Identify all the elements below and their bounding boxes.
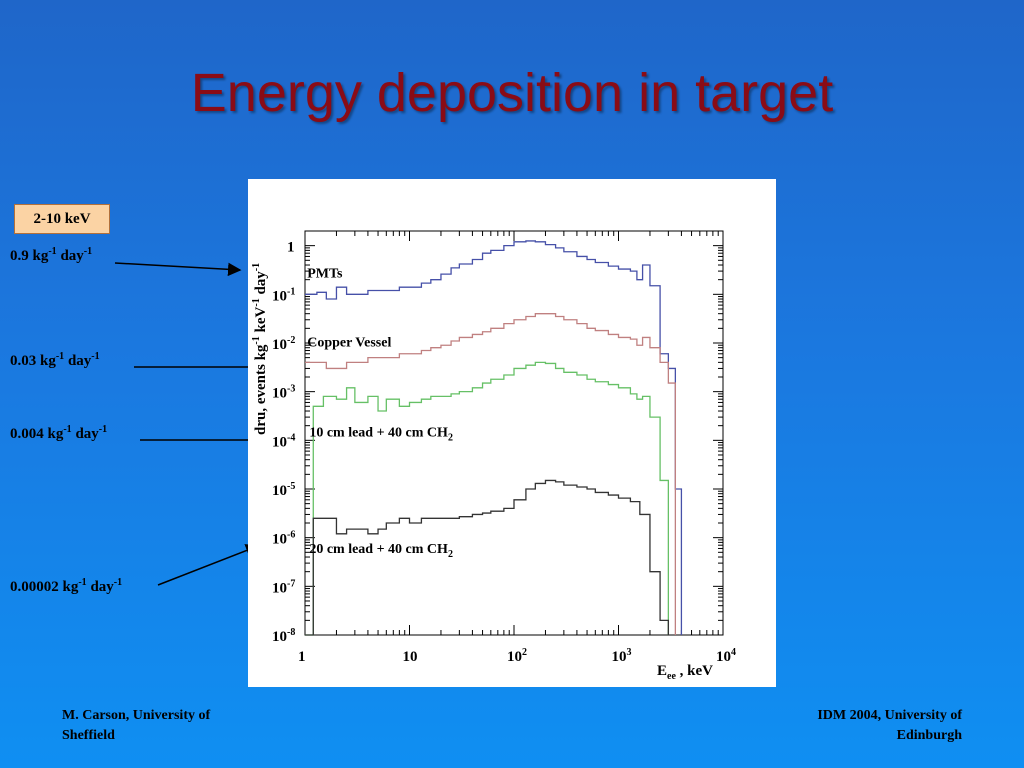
footer-conference-line2: Edinburgh <box>896 728 962 743</box>
y-tick-label: 10-8 <box>272 627 295 645</box>
y-tick-label: 10-1 <box>272 286 295 304</box>
footer-conference: IDM 2004, University of Edinburgh <box>817 706 962 746</box>
y-axis-label: dru, events kg-1 keV-1 day-1 <box>251 263 269 435</box>
y-tick-label: 10-2 <box>272 335 295 353</box>
energy-range-badge: 2-10 keV <box>14 204 110 234</box>
footer-author-line2: Sheffield <box>62 728 115 743</box>
x-tick-label: 1 <box>298 649 306 665</box>
y-tick-label: 10-4 <box>272 432 295 450</box>
x-tick-label: 10 <box>403 649 418 665</box>
series-line-1 <box>305 313 677 635</box>
rate-label-10cm-lead: 0.004 kg-1 day-1 <box>10 424 108 442</box>
arrow-20cm-lead <box>157 544 260 586</box>
y-tick-label: 10-5 <box>272 481 295 499</box>
rate-label-pmts: 0.9 kg-1 day-1 <box>10 246 93 264</box>
series-line-3 <box>305 479 670 636</box>
footer-author-line1: M. Carson, University of <box>62 708 211 723</box>
y-tick-label: 10-7 <box>272 578 295 596</box>
annotation-0: PMTs <box>307 267 343 282</box>
annotation-3: 20 cm lead + 40 cm CH2 <box>309 542 453 560</box>
spectrum-plot: 1 10 102 103 104 1 10-1 10-2 10-3 10-4 10-5 10-6 10-… <box>248 179 776 687</box>
series-line-2 <box>305 361 670 636</box>
annotation-2: 10 cm lead + 40 cm CH2 <box>309 425 453 443</box>
y-tick-label: 10-6 <box>272 530 295 548</box>
rate-label-20cm-lead: 0.00002 kg-1 day-1 <box>10 577 123 595</box>
footer-conference-line1: IDM 2004, University of <box>817 708 962 723</box>
y-tick-label: 1 <box>287 240 295 256</box>
arrow-pmts <box>114 262 242 277</box>
x-tick-label: 103 <box>612 647 632 665</box>
series-line-0 <box>305 240 683 635</box>
footer-author: M. Carson, University of Sheffield <box>62 706 210 746</box>
y-tick-label: 10-3 <box>272 384 295 402</box>
annotation-1: Copper Vessel <box>307 335 391 350</box>
spectrum-chart-svg: 1 10 102 103 104 1 10-1 10-2 10-3 10-4 10-5 10-6 10-… <box>251 230 736 682</box>
rate-label-copper: 0.03 kg-1 day-1 <box>10 351 100 369</box>
x-tick-label: 102 <box>507 647 527 665</box>
slide-title: Energy deposition in target <box>190 63 834 123</box>
x-axis-label: Eee , keV <box>657 663 713 682</box>
x-tick-label: 104 <box>716 647 736 665</box>
